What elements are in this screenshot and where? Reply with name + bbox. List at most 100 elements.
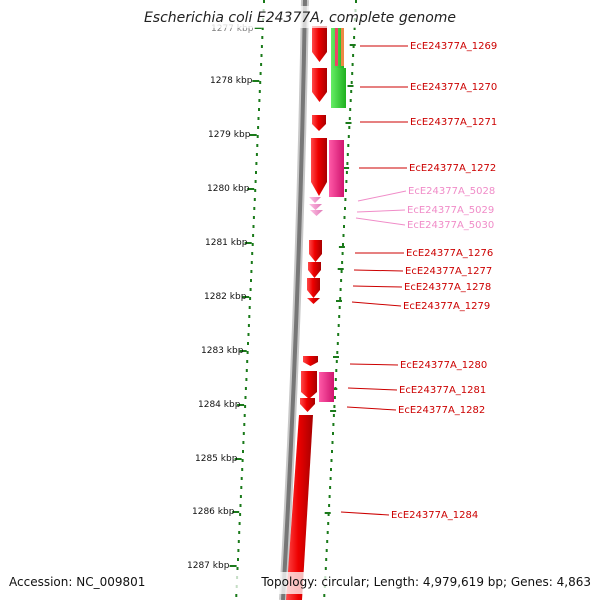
outer-dot [344, 189, 347, 192]
gene-label[interactable]: EcE24377A_1276 [406, 248, 493, 259]
genes-secondary[interactable] [329, 28, 346, 197]
scale-tick [244, 242, 252, 244]
scale-dot [244, 387, 247, 390]
gene-label[interactable]: EcE24377A_1281 [399, 385, 486, 396]
gene-arrow[interactable] [307, 278, 320, 298]
gene-label[interactable]: EcE24377A_1278 [404, 282, 491, 293]
outer-dot [336, 351, 339, 354]
gene-arrow[interactable] [286, 415, 313, 600]
gene-label[interactable]: EcE24377A_1284 [391, 510, 478, 521]
scale-dot [247, 333, 250, 336]
gene-label[interactable]: EcE24377A_1282 [398, 405, 485, 416]
outer-dot [349, 99, 352, 102]
scale-dot [249, 288, 252, 291]
page-title: Escherichia coli E24377A, complete genom… [144, 10, 456, 26]
outer-dot [334, 378, 337, 381]
leader-line [352, 285, 403, 288]
gene-arrow[interactable] [319, 372, 334, 402]
gene-arrow[interactable] [311, 138, 327, 196]
outer-tick [330, 410, 337, 412]
scale-dot [248, 315, 251, 318]
gene-label[interactable]: EcE24377A_1279 [403, 301, 490, 312]
gene-arrow[interactable] [301, 371, 317, 399]
scale-dot [254, 189, 257, 192]
scale-dot [244, 405, 247, 408]
scale-label: 1286 kbp [192, 507, 235, 517]
gene-label[interactable]: EcE24377A_1277 [405, 266, 492, 277]
leader-line [346, 406, 397, 411]
leader-line [356, 209, 406, 213]
gene-arrow[interactable] [309, 197, 321, 203]
outer-dot [332, 432, 334, 435]
outer-dot [332, 414, 335, 417]
gene-arrow[interactable] [309, 204, 322, 210]
scale-dot [259, 81, 262, 84]
scale-dot [260, 45, 263, 48]
feature-bar[interactable] [335, 28, 338, 66]
outer-dot [339, 288, 342, 291]
gene-arrow[interactable] [303, 356, 318, 366]
outer-dot [349, 108, 352, 111]
gene-arrow[interactable] [312, 26, 327, 62]
scale-dot [257, 117, 260, 120]
outer-dot [339, 297, 342, 300]
scale-label: 1278 kbp [210, 76, 253, 86]
scale-dot [242, 432, 245, 435]
scale-tick [242, 296, 250, 298]
scale-dot [251, 252, 254, 255]
outer-dot [333, 405, 336, 408]
gene-arrow[interactable] [310, 210, 323, 216]
gene-label[interactable]: EcE24377A_5030 [407, 220, 494, 231]
leader-line [340, 511, 390, 516]
gene-label[interactable]: EcE24377A_1271 [410, 117, 497, 128]
gene-arrow[interactable] [308, 262, 321, 278]
outer-tick [337, 268, 344, 270]
outer-dot [344, 207, 346, 210]
feature-bar[interactable] [341, 28, 344, 66]
gene-label[interactable]: EcE24377A_1269 [410, 41, 497, 52]
scale-dot [239, 504, 242, 507]
scale-dot [250, 270, 253, 273]
footer-backdrop [0, 572, 600, 594]
scale-dot [253, 198, 256, 201]
outer-dot [346, 153, 349, 156]
outer-dot [331, 450, 333, 453]
gene-arrow[interactable] [309, 240, 322, 262]
scale-dot [263, 0, 265, 3]
feature-bar[interactable] [331, 68, 346, 108]
leader-line [357, 190, 407, 202]
gene-arrow[interactable] [307, 298, 320, 304]
scale-tick [247, 188, 255, 190]
gene-arrow[interactable] [300, 398, 315, 412]
gene-labels[interactable]: EcE24377A_1269 EcE24377A_1270 EcE24377A_… [391, 41, 497, 521]
outer-tick [336, 300, 342, 302]
scale-label: 1287 kbp [187, 561, 230, 571]
scale-dot [245, 378, 248, 381]
genes-forward[interactable] [286, 26, 334, 600]
gene-label[interactable]: EcE24377A_1270 [410, 82, 497, 93]
gene-arrow[interactable] [312, 68, 327, 102]
outer-dot [338, 306, 341, 309]
scale-dot [256, 135, 259, 138]
scale-dot [250, 279, 252, 282]
outer-dot [326, 531, 329, 534]
outer-dot [340, 270, 343, 273]
outer-dot [343, 216, 346, 219]
outer-tick [349, 44, 356, 46]
feature-bar[interactable] [329, 140, 344, 197]
scale-label: 1277 kbp [211, 24, 254, 34]
gene-label[interactable]: EcE24377A_1272 [409, 163, 496, 174]
scale-labels: 1277 kbp 1278 kbp 1279 kbp 1280 kbp 1281… [187, 24, 254, 571]
leader-line [355, 217, 406, 226]
gene-label[interactable]: EcE24377A_5028 [408, 186, 495, 197]
gene-arrow[interactable] [312, 115, 326, 131]
accession-text: Accession: NC_009801 [9, 575, 145, 589]
gene-label[interactable]: EcE24377A_1280 [400, 360, 487, 371]
scale-dot [258, 108, 260, 111]
scale-dot [242, 450, 244, 453]
outer-dot [342, 243, 344, 246]
outer-dot [338, 315, 341, 318]
scale-tick [239, 350, 247, 352]
gene-label[interactable]: EcE24377A_5029 [407, 205, 494, 216]
scale-dot [247, 324, 250, 327]
